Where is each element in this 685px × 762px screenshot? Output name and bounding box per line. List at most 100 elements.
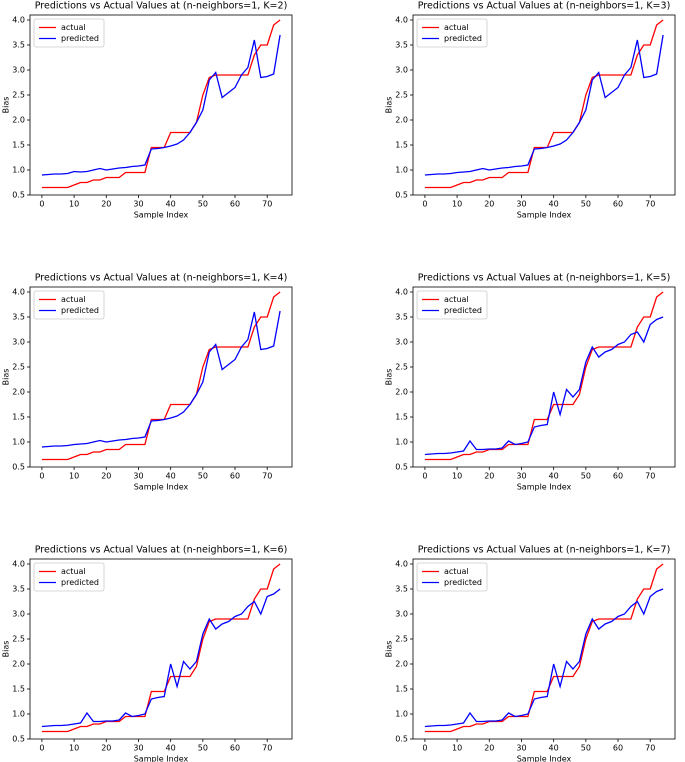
y-axis-label: Bias	[385, 641, 394, 658]
y-tick-label: 1.5	[395, 685, 408, 694]
plot-area	[424, 563, 664, 733]
x-tick-label: 60	[613, 472, 623, 481]
y-tick-label: 1.0	[12, 438, 25, 447]
y-tick-label: 4.0	[12, 560, 25, 569]
line-predicted	[41, 310, 281, 448]
x-tick-label: 60	[230, 472, 240, 481]
x-tick-label: 60	[230, 200, 240, 209]
legend-box	[33, 18, 105, 48]
subplot: Predictions vs Actual Values at (n-neigh…	[385, 545, 676, 762]
x-tick-label: 30	[133, 472, 143, 481]
x-tick-label: 60	[230, 744, 240, 753]
x-tick-label: 40	[549, 472, 559, 481]
y-tick-label: 1.0	[395, 166, 408, 175]
legend-box	[33, 562, 105, 592]
x-tick-label: 0	[422, 472, 427, 481]
y-tick-label: 2.5	[12, 91, 25, 100]
x-tick-label: 0	[422, 744, 427, 753]
y-tick-label: 3.0	[12, 338, 25, 347]
y-axis-label: Bias	[2, 641, 11, 658]
x-tick-label: 30	[516, 200, 526, 209]
y-tick-label: 2.5	[12, 635, 25, 644]
axes-frame	[412, 558, 676, 740]
x-axis-label: Sample Index	[517, 211, 572, 220]
plot-area	[41, 291, 281, 461]
legend-label: actual	[61, 23, 86, 32]
y-tick-label: 3.0	[395, 66, 408, 75]
y-tick-label: 2.0	[12, 116, 25, 125]
y-tick-label: 3.5	[12, 313, 25, 322]
line-predicted	[424, 588, 664, 728]
chart-title: Predictions vs Actual Values at (n-neigh…	[418, 1, 671, 12]
legend-label: actual	[61, 295, 86, 304]
line-actual	[424, 291, 664, 461]
x-tick-label: 50	[198, 200, 208, 209]
axes-frame	[29, 14, 293, 196]
x-tick-label: 10	[69, 200, 79, 209]
y-tick-label: 4.0	[12, 288, 25, 297]
y-tick-label: 0.5	[395, 191, 408, 200]
x-tick-label: 60	[613, 744, 623, 753]
x-tick-label: 40	[166, 744, 176, 753]
x-axis-label: Sample Index	[134, 483, 189, 492]
y-tick-label: 2.0	[12, 660, 25, 669]
legend-box	[416, 18, 488, 48]
y-tick-label: 4.0	[395, 288, 408, 297]
x-tick-label: 50	[198, 744, 208, 753]
chart-title: Predictions vs Actual Values at (n-neigh…	[418, 273, 671, 284]
legend-label: predicted	[444, 34, 482, 43]
y-axis-label: Bias	[385, 97, 394, 114]
y-tick-label: 0.5	[12, 463, 25, 472]
subplot: Predictions vs Actual Values at (n-neigh…	[2, 273, 293, 492]
x-tick-label: 70	[645, 744, 655, 753]
x-tick-label: 20	[484, 744, 494, 753]
y-tick-label: 4.0	[395, 560, 408, 569]
subplot: Predictions vs Actual Values at (n-neigh…	[2, 1, 293, 220]
chart-title: Predictions vs Actual Values at (n-neigh…	[35, 1, 288, 12]
y-tick-label: 0.5	[395, 735, 408, 744]
x-tick-label: 0	[39, 200, 44, 209]
x-axis-label: Sample Index	[134, 755, 189, 762]
x-tick-label: 40	[549, 744, 559, 753]
chart-title: Predictions vs Actual Values at (n-neigh…	[35, 273, 288, 284]
y-tick-label: 1.0	[395, 710, 408, 719]
legend-label: actual	[61, 567, 86, 576]
y-tick-label: 1.0	[12, 166, 25, 175]
y-tick-label: 3.5	[395, 585, 408, 594]
line-actual	[424, 563, 664, 733]
x-tick-label: 10	[69, 744, 79, 753]
x-axis-label: Sample Index	[517, 755, 572, 762]
x-axis-label: Sample Index	[517, 483, 572, 492]
x-tick-label: 30	[516, 472, 526, 481]
subplot: Predictions vs Actual Values at (n-neigh…	[2, 545, 293, 762]
line-predicted	[424, 316, 664, 456]
line-predicted	[424, 34, 664, 176]
legend-label: predicted	[61, 306, 99, 315]
legend-label: predicted	[444, 306, 482, 315]
x-tick-label: 20	[484, 472, 494, 481]
x-tick-label: 50	[581, 744, 591, 753]
x-tick-label: 40	[549, 200, 559, 209]
y-tick-label: 2.0	[395, 388, 408, 397]
line-actual	[41, 563, 281, 733]
x-tick-label: 0	[39, 472, 44, 481]
y-tick-label: 2.0	[395, 116, 408, 125]
x-tick-label: 10	[452, 744, 462, 753]
x-tick-label: 10	[69, 472, 79, 481]
x-tick-label: 40	[166, 200, 176, 209]
y-tick-label: 0.5	[395, 463, 408, 472]
x-tick-label: 20	[101, 472, 111, 481]
x-tick-label: 40	[166, 472, 176, 481]
y-tick-label: 3.5	[12, 585, 25, 594]
x-tick-label: 0	[39, 744, 44, 753]
axes-frame	[29, 558, 293, 740]
y-tick-label: 3.0	[395, 338, 408, 347]
x-tick-label: 30	[516, 744, 526, 753]
y-tick-label: 1.5	[12, 141, 25, 150]
y-tick-label: 1.5	[395, 413, 408, 422]
x-tick-label: 10	[452, 200, 462, 209]
plot-area	[424, 291, 664, 461]
x-tick-label: 0	[422, 200, 427, 209]
x-tick-label: 30	[133, 744, 143, 753]
